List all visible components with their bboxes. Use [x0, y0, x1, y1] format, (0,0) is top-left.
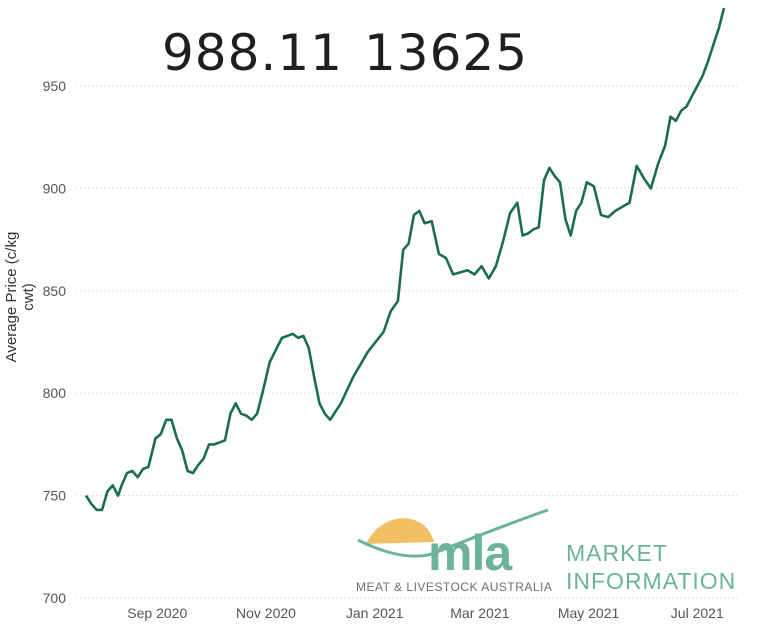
x-tick-label: Sep 2020	[127, 605, 187, 621]
y-tick-label: 800	[43, 385, 67, 401]
logo-subtitle: MEAT & LIVESTOCK AUSTRALIA	[356, 580, 553, 594]
x-tick-label: Jul 2021	[671, 605, 724, 621]
x-tick-label: Mar 2021	[450, 605, 509, 621]
sun-arc-icon	[357, 508, 549, 558]
y-tick-label: 750	[43, 488, 67, 504]
x-axis-ticks: Sep 2020 Nov 2020 Jan 2021 Mar 2021 May 2021…	[127, 605, 724, 621]
y-tick-label: 850	[43, 283, 67, 299]
y-axis-label: Average Price (c/kg cwt)	[3, 231, 37, 363]
logo-mla-text: mla	[428, 525, 512, 581]
logo-market-text: MARKET	[566, 540, 668, 566]
y-tick-label: 900	[43, 180, 67, 196]
y-axis-ticks: 700 750 800 850 900 950	[43, 78, 67, 606]
mla-logo: mla MEAT & LIVESTOCK AUSTRALIA MARKET IN…	[352, 506, 762, 606]
logo-information-text: INFORMATION	[566, 568, 737, 594]
headline-volume: 13625	[364, 24, 529, 82]
headline-price: 988.11	[162, 24, 343, 82]
price-series-line	[84, 7, 726, 512]
gridlines	[76, 85, 740, 599]
x-tick-label: Nov 2020	[236, 605, 296, 621]
y-tick-label: 950	[43, 78, 67, 94]
y-tick-label: 700	[43, 590, 67, 606]
x-tick-label: Jan 2021	[346, 605, 404, 621]
x-tick-label: May 2021	[558, 605, 620, 621]
